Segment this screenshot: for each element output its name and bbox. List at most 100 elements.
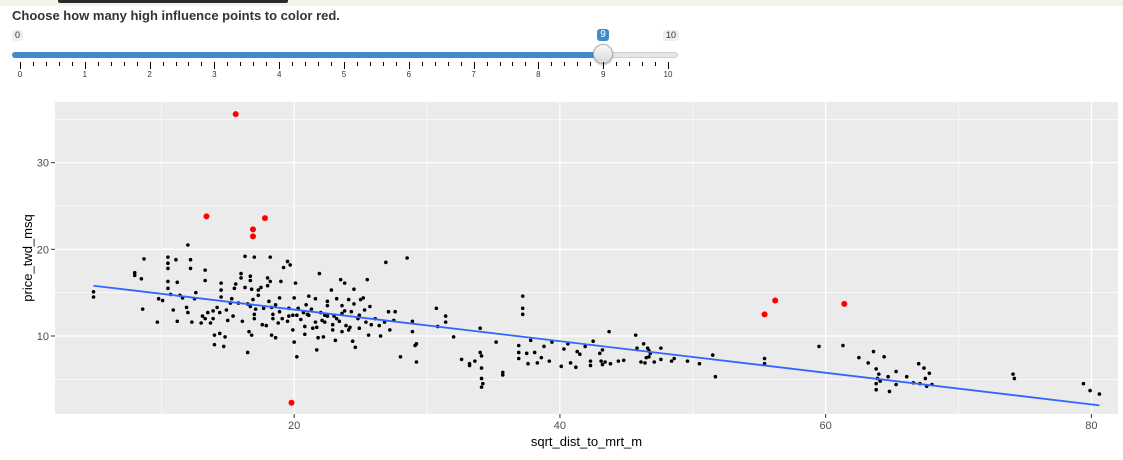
data-point <box>166 279 170 284</box>
data-point <box>478 350 483 355</box>
data-point <box>292 340 296 344</box>
data-point <box>217 331 222 336</box>
slider-tick <box>395 62 397 66</box>
data-point <box>329 288 334 292</box>
influence-points-slider[interactable]: 0 10 9 0 1 2 3 4 5 6 7 8 9 10 <box>0 26 700 86</box>
data-point <box>259 285 263 290</box>
data-point <box>293 281 298 285</box>
data-point <box>479 366 484 370</box>
data-point <box>225 318 230 323</box>
data-point <box>528 338 533 343</box>
data-point <box>211 316 215 321</box>
data-point <box>366 333 371 337</box>
data-point <box>344 323 348 328</box>
data-point <box>303 324 307 329</box>
data-point <box>494 340 498 344</box>
slider-tick <box>616 62 618 66</box>
data-point <box>358 297 363 302</box>
data-point <box>334 296 339 301</box>
slider-tick <box>460 62 462 66</box>
data-point <box>325 314 330 318</box>
data-point <box>877 372 881 376</box>
slider-tick-label: 2 <box>147 70 152 79</box>
data-point <box>568 361 573 365</box>
data-point <box>559 364 564 369</box>
data-point <box>927 371 932 376</box>
data-point <box>233 282 238 286</box>
data-point <box>866 361 870 365</box>
data-point <box>190 320 194 324</box>
data-point <box>669 359 674 363</box>
data-point <box>288 263 292 267</box>
data-point <box>353 345 358 350</box>
data-point <box>635 346 639 350</box>
data-point <box>333 338 338 343</box>
highlighted-point <box>261 215 268 222</box>
grid-major <box>55 102 1118 414</box>
data-point <box>643 361 647 365</box>
data-point <box>459 357 464 362</box>
slider-tick <box>421 62 423 66</box>
data-point <box>393 309 397 314</box>
data-point <box>340 329 344 334</box>
slider-tick-label: 0 <box>17 70 23 79</box>
slider-min-label: 0 <box>12 30 24 41</box>
data-point <box>916 361 921 366</box>
data-point <box>405 256 409 260</box>
slider-tick <box>253 62 255 66</box>
grid-minor <box>55 102 1118 414</box>
data-point <box>175 319 180 324</box>
data-point <box>535 361 540 365</box>
slider-tick <box>188 62 190 66</box>
data-point <box>710 353 715 357</box>
data-point <box>887 389 892 394</box>
highlighted-point <box>772 297 779 304</box>
slider-tick <box>20 62 21 69</box>
data-point <box>473 359 477 363</box>
data-point <box>313 320 318 324</box>
slider-tick <box>279 62 281 69</box>
x-axis: 20 40 60 80 <box>288 414 1098 432</box>
data-point <box>1011 372 1015 376</box>
data-point <box>479 376 484 381</box>
data-point <box>479 354 484 358</box>
slider-tick <box>551 62 553 66</box>
data-point <box>232 286 237 291</box>
data-point <box>249 333 254 337</box>
data-point <box>516 356 521 361</box>
data-point <box>414 360 419 364</box>
data-point <box>500 373 505 377</box>
data-point <box>256 288 261 292</box>
data-point <box>352 287 356 291</box>
data-point <box>608 361 613 366</box>
highlighted-point <box>249 226 256 233</box>
data-point <box>574 365 578 370</box>
data-point <box>659 357 663 362</box>
data-point <box>309 307 314 311</box>
top-bar-tab[interactable] <box>58 0 288 3</box>
data-point <box>139 277 144 281</box>
slider-tick <box>97 62 99 66</box>
data-point <box>264 323 269 328</box>
slider-tick <box>84 62 86 69</box>
slider-tick <box>447 62 449 66</box>
data-point <box>478 326 483 330</box>
data-point <box>252 312 257 317</box>
data-point <box>252 316 257 321</box>
top-bar <box>0 0 1123 6</box>
data-point <box>160 298 165 303</box>
data-point <box>600 362 605 367</box>
data-point <box>321 335 326 339</box>
data-point <box>524 351 529 356</box>
data-point <box>316 335 320 340</box>
data-point <box>212 342 217 347</box>
highlighted-point <box>203 213 210 220</box>
data-point <box>410 319 415 324</box>
data-point <box>273 335 278 340</box>
data-point <box>268 255 273 259</box>
data-point <box>243 285 247 290</box>
data-point <box>841 343 845 348</box>
slider-tick <box>175 62 177 66</box>
slider-tick <box>577 62 579 66</box>
highlighted-point <box>288 399 295 406</box>
